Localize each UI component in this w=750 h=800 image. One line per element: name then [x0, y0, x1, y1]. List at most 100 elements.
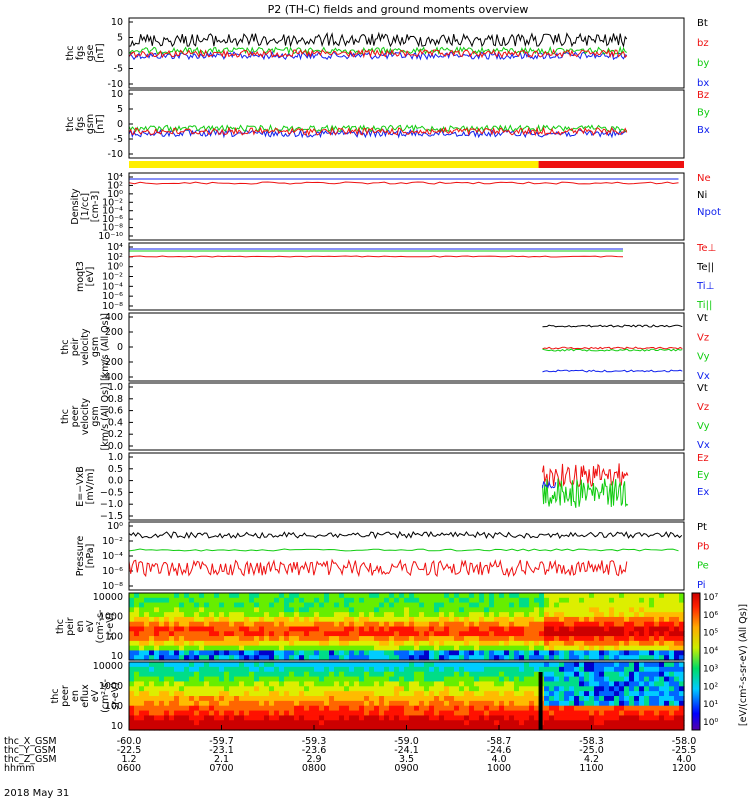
- spectrogram-cell: [424, 725, 430, 731]
- spectrogram-cell: [419, 676, 425, 683]
- spectrogram-cell: [674, 676, 680, 683]
- spectrogram-cell: [439, 597, 445, 604]
- spectrogram-cell: [669, 640, 675, 647]
- spectrogram-cell: [224, 602, 230, 608]
- spectrogram-cell: [284, 631, 290, 637]
- legend-ex: Ex: [697, 487, 709, 498]
- spectrogram-cell: [609, 655, 615, 661]
- spectrogram-cell: [394, 650, 400, 656]
- spectrogram-cell: [174, 636, 180, 642]
- spectrogram-cell: [169, 710, 175, 717]
- legend-bt: Bt: [697, 18, 708, 29]
- spectrogram-cell: [624, 725, 630, 731]
- spectrogram-cell: [409, 715, 415, 721]
- spectrogram-cell: [559, 640, 565, 647]
- spectrogram-cell: [144, 691, 150, 697]
- spectrogram-cell: [629, 602, 635, 608]
- spectrogram-cell: [279, 597, 285, 604]
- series-lines: [129, 123, 628, 139]
- spectrogram-cell: [309, 676, 315, 683]
- spectrogram-cell: [134, 725, 140, 731]
- spectrogram-cell: [129, 686, 135, 692]
- spectrogram-cell: [324, 602, 330, 608]
- spectrogram-cell: [669, 612, 675, 618]
- spectrogram-cell: [564, 621, 570, 628]
- legend-bz: bz: [697, 38, 709, 49]
- spectrogram-cell: [679, 686, 685, 692]
- spectrogram-cell: [509, 631, 515, 637]
- spectrogram-cell: [199, 676, 205, 683]
- spectrogram-cell: [609, 631, 615, 637]
- spectrogram-cell: [574, 671, 580, 678]
- spectrogram-cell: [579, 636, 585, 642]
- spectrogram-cell: [149, 681, 155, 687]
- spectrogram-cell: [584, 725, 590, 731]
- spectrogram-cell: [194, 602, 200, 608]
- spectrogram-cell: [514, 666, 520, 673]
- spectrogram-cell: [414, 715, 420, 721]
- spectrogram-cell: [524, 686, 530, 692]
- spectrogram-cell: [579, 602, 585, 608]
- spectrogram-cell: [349, 725, 355, 731]
- spectrogram-cell: [659, 671, 665, 678]
- spectrogram-cell: [384, 686, 390, 692]
- spectrogram-cell: [229, 662, 235, 668]
- spectrogram-cell: [419, 715, 425, 721]
- spectrogram-cell: [579, 671, 585, 678]
- spectrogram-cell: [674, 686, 680, 692]
- spectrogram-cell: [169, 715, 175, 721]
- spectrogram-cell: [459, 593, 465, 599]
- spectrogram-cell: [139, 676, 145, 683]
- spectrogram-cell: [359, 626, 365, 632]
- spectrogram-cell: [339, 720, 345, 726]
- spectrogram-cell: [464, 705, 470, 712]
- spectrogram-cell: [369, 640, 375, 647]
- spectrogram-cell: [399, 650, 405, 656]
- spectrogram-cell: [294, 607, 300, 613]
- spectrogram-cell: [484, 616, 490, 623]
- spectrogram-cell: [459, 720, 465, 726]
- spectrogram-cell: [554, 645, 560, 652]
- spectrogram-cell: [209, 720, 215, 726]
- spectrogram-cell: [384, 631, 390, 637]
- spectrogram-cell: [354, 666, 360, 673]
- spectrogram-cell: [459, 686, 465, 692]
- spectrogram-cell: [219, 631, 225, 637]
- spectrogram-cell: [604, 636, 610, 642]
- spectrogram-cell: [579, 720, 585, 726]
- spectrogram-cell: [614, 593, 620, 599]
- spectrogram-cell: [649, 696, 655, 702]
- spectrogram-cell: [569, 650, 575, 656]
- spectrogram-cell: [449, 607, 455, 613]
- spectrogram-cell: [239, 621, 245, 628]
- spectrogram-cell: [489, 686, 495, 692]
- spectrogram-cell: [324, 616, 330, 623]
- spectrogram-cell: [164, 626, 170, 632]
- spectrogram-cell: [394, 671, 400, 678]
- spectrogram-cell: [679, 645, 685, 652]
- ytick-label: 400: [105, 312, 123, 323]
- spectrogram-cell: [459, 621, 465, 628]
- spectrogram-cell: [509, 597, 515, 604]
- spectrogram-cell: [504, 700, 510, 707]
- spectrogram-cell: [604, 593, 610, 599]
- spectrogram-cell: [664, 636, 670, 642]
- spectrogram-cell: [379, 666, 385, 673]
- spectrogram-cell: [424, 671, 430, 678]
- spectrogram-cell: [644, 686, 650, 692]
- spectrogram-cell: [314, 676, 320, 683]
- spectrogram-cell: [609, 616, 615, 623]
- spectrogram-cell: [249, 626, 255, 632]
- spectrogram-cell: [644, 631, 650, 637]
- spectrogram-cell: [134, 597, 140, 604]
- spectrogram-cell: [154, 616, 160, 623]
- spectrogram-cell: [369, 671, 375, 678]
- spectrogram-cell: [604, 681, 610, 687]
- spectrogram-cell: [419, 593, 425, 599]
- spectrogram-cell: [464, 626, 470, 632]
- spectrogram-cell: [374, 700, 380, 707]
- spectrogram-cell: [469, 607, 475, 613]
- spectrogram-cell: [584, 691, 590, 697]
- spectrogram-cell: [519, 645, 525, 652]
- spectrogram-cell: [289, 655, 295, 661]
